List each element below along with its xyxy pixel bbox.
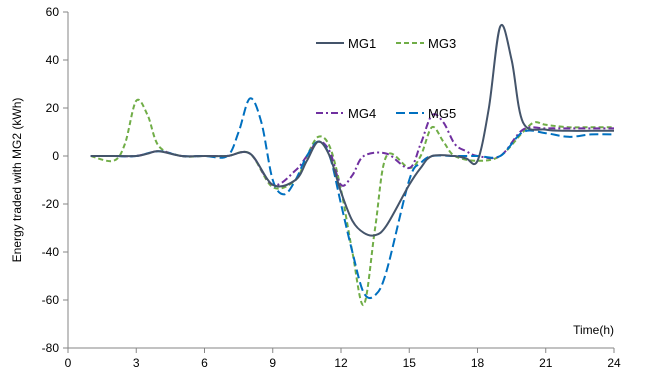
y-tick-labels: -80 -60 -40 -20 0 20 40 60 <box>42 5 60 355</box>
y-tick-label: -60 <box>42 293 60 307</box>
legend-label-mg1: MG1 <box>348 36 376 51</box>
x-tick-label: 6 <box>201 356 208 370</box>
x-axis-label: Time(h) <box>573 323 614 337</box>
x-tick-label: 0 <box>65 356 72 370</box>
x-tick-label: 15 <box>403 356 417 370</box>
x-tick-labels: 0 3 6 9 12 15 18 21 24 <box>65 356 621 370</box>
y-tick-label: -80 <box>42 341 60 355</box>
legend-label-mg3: MG3 <box>428 36 456 51</box>
x-tick-label: 18 <box>471 356 485 370</box>
chart-axes <box>63 11 615 353</box>
x-tick-label: 12 <box>334 356 348 370</box>
series-line-mg1 <box>90 23 614 237</box>
y-tick-label: 40 <box>46 53 60 67</box>
y-tick-label: 0 <box>52 149 59 163</box>
x-tick-label: 9 <box>269 356 276 370</box>
x-tick-label: 24 <box>607 356 621 370</box>
y-axis-label: Energy traded with MG2 (kWh) <box>10 98 24 263</box>
legend-label-mg5: MG5 <box>428 106 456 121</box>
series-line-mg4 <box>90 113 614 187</box>
x-tick-label: 3 <box>133 356 140 370</box>
y-tick-label: 20 <box>46 101 60 115</box>
x-tick-label: 21 <box>539 356 553 370</box>
legend-label-mg4: MG4 <box>348 106 376 121</box>
y-tick-label: 60 <box>46 5 60 19</box>
series-lines <box>90 23 615 306</box>
legend: MG1 MG3 MG4 MG5 <box>316 36 456 121</box>
y-tick-label: -20 <box>42 197 60 211</box>
y-tick-label: -40 <box>42 245 60 259</box>
